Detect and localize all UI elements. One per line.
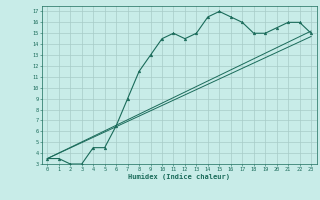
X-axis label: Humidex (Indice chaleur): Humidex (Indice chaleur) xyxy=(128,173,230,180)
